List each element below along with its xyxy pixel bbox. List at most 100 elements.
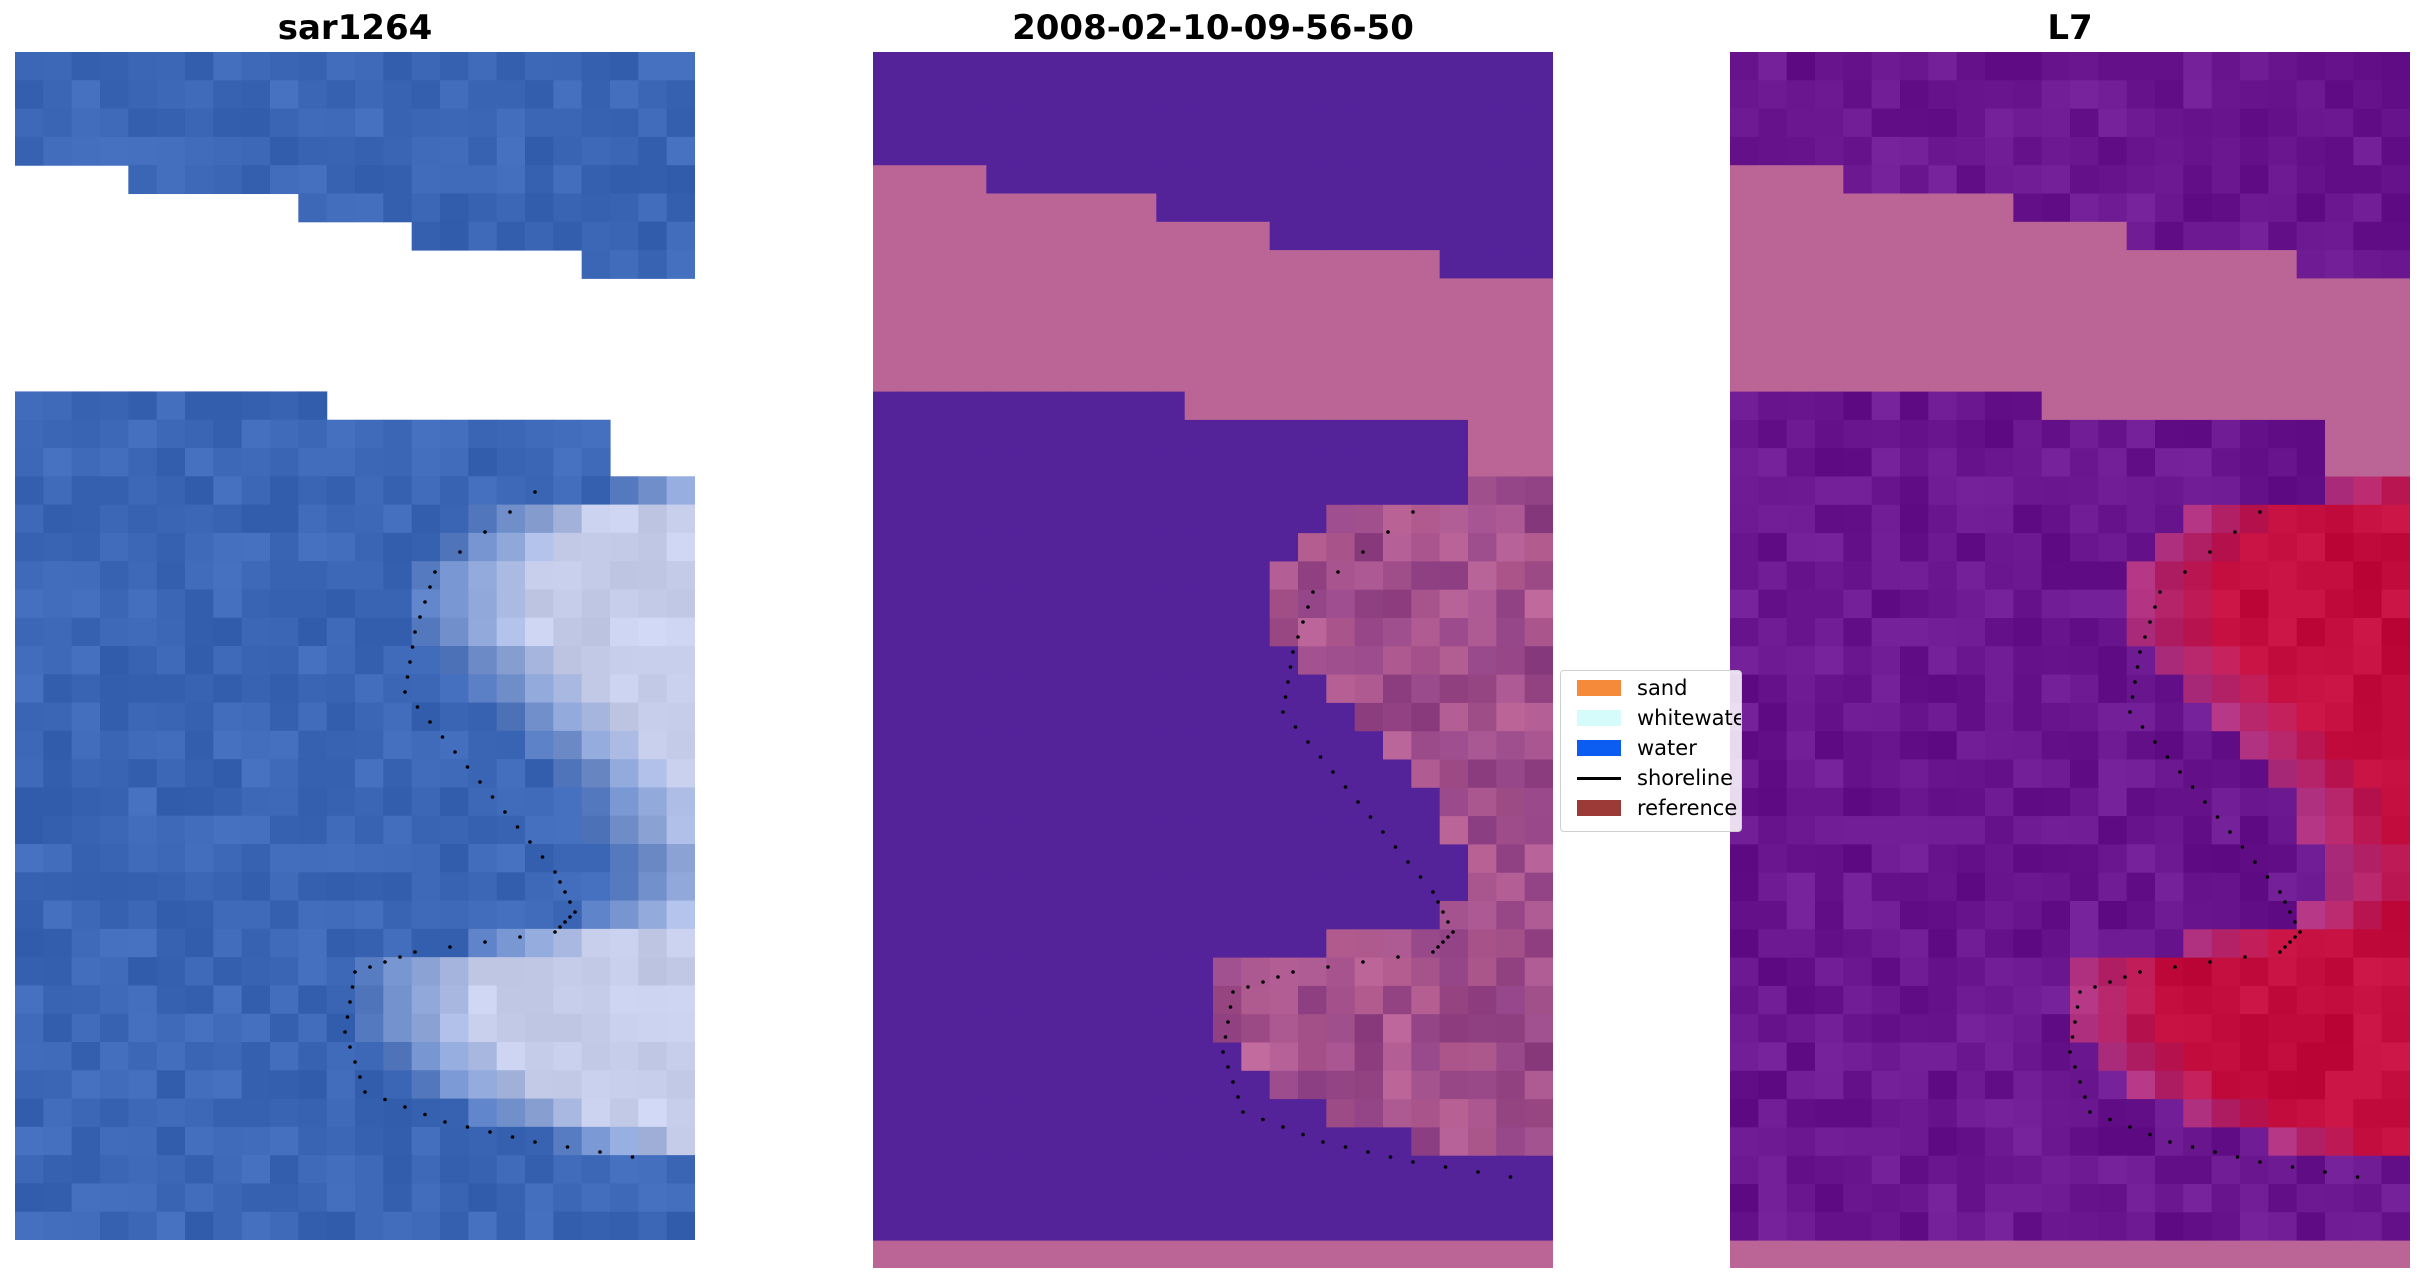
rgb-pixel (666, 1098, 695, 1128)
index-pixel (1758, 901, 1788, 930)
rgb-pixel (128, 730, 158, 760)
rgb-pixel (298, 702, 328, 732)
index-pixel (1985, 533, 2014, 562)
index-pixel (2013, 363, 2043, 393)
class-pixel (1298, 1240, 1327, 1268)
class-pixel (1468, 759, 1497, 789)
rgb-pixel (666, 787, 695, 817)
rgb-pixel (128, 1211, 158, 1240)
rgb-image-panel (15, 52, 695, 1240)
class-pixel (1524, 221, 1553, 251)
index-pixel (2126, 561, 2156, 591)
index-pixel (1871, 957, 1901, 987)
rgb-pixel (43, 1013, 73, 1043)
index-pixel (2013, 985, 2043, 1015)
rgb-pixel (326, 787, 356, 817)
index-pixel (1730, 1155, 1759, 1185)
class-pixel (929, 618, 959, 647)
index-pixel (2155, 335, 2184, 364)
shoreline-point (563, 920, 567, 924)
index-pixel (1843, 589, 1873, 619)
rgb-pixel (43, 1155, 73, 1185)
index-pixel (1928, 646, 1958, 676)
rgb-pixel (468, 589, 498, 619)
rgb-pixel (440, 80, 469, 110)
index-pixel (1900, 136, 1929, 166)
shoreline-point (358, 1075, 362, 1079)
class-pixel (1014, 872, 1044, 902)
class-pixel (1269, 589, 1299, 619)
class-pixel (1071, 1127, 1101, 1157)
class-pixel (986, 52, 1016, 81)
class-pixel (1439, 901, 1469, 930)
legend: sand whitewater water shoreline referenc… (1560, 670, 1742, 832)
class-pixel (1411, 165, 1441, 195)
index-pixel (1871, 52, 1901, 81)
rgb-pixel (71, 730, 101, 760)
shoreline-point (1223, 1035, 1228, 1039)
index-pixel (1786, 504, 1816, 534)
class-pixel (1071, 1099, 1101, 1128)
index-pixel (1900, 787, 1929, 817)
index-pixel (1871, 561, 1901, 591)
rgb-pixel (496, 419, 526, 449)
index-pixel (2183, 985, 2213, 1015)
class-pixel (1411, 589, 1441, 619)
class-pixel (1439, 448, 1469, 478)
index-pixel (2041, 52, 2071, 81)
rgb-pixel (270, 532, 299, 562)
rgb-pixel (241, 561, 271, 591)
index-pixel (1786, 1184, 1816, 1213)
index-pixel (1928, 52, 1958, 81)
rgb-pixel (185, 872, 214, 902)
index-pixel (2211, 391, 2241, 421)
rgb-pixel (128, 1098, 158, 1128)
rgb-pixel (440, 448, 469, 477)
index-pixel (1956, 646, 1986, 676)
index-pixel (2296, 985, 2326, 1015)
class-pixel (958, 872, 987, 902)
class-pixel (1128, 589, 1157, 619)
shoreline-point (2290, 1165, 2295, 1169)
index-pixel (1730, 872, 1759, 902)
index-pixel (1730, 136, 1759, 166)
rgb-pixel (270, 1183, 299, 1213)
class-pixel (1496, 618, 1526, 647)
class-pixel (1213, 674, 1242, 704)
class-pixel (1439, 1070, 1469, 1100)
rgb-pixel (15, 1042, 44, 1071)
rgb-pixel (100, 815, 129, 845)
rgb-pixel (270, 419, 299, 449)
rgb-pixel (440, 504, 469, 534)
index-pixel (1928, 80, 1958, 110)
class-pixel (1099, 787, 1129, 817)
index-pixel (2268, 165, 2298, 195)
index-pixel (2041, 448, 2071, 478)
index-pixel (1900, 335, 1929, 364)
rgb-pixel (440, 646, 469, 675)
rgb-pixel (43, 646, 73, 675)
class-pixel (1524, 391, 1553, 421)
index-pixel (2183, 1014, 2213, 1044)
class-pixel (929, 985, 959, 1015)
index-pixel (2268, 759, 2298, 789)
class-pixel (1524, 250, 1553, 279)
class-pixel (958, 1014, 987, 1044)
index-pixel (2041, 1240, 2071, 1268)
rgb-pixel (326, 730, 356, 760)
rgb-pixel (43, 448, 73, 477)
index-pixel (2325, 702, 2354, 732)
index-pixel (1758, 193, 1788, 223)
index-pixel (2098, 787, 2128, 817)
class-pixel (1496, 731, 1526, 761)
index-pixel (1956, 80, 1986, 110)
index-pixel (1786, 363, 1816, 393)
class-pixel (1099, 618, 1129, 647)
index-pixel (2240, 929, 2269, 959)
class-pixel (986, 278, 1016, 308)
class-pixel (873, 80, 902, 110)
index-pixel (2183, 504, 2213, 534)
class-pixel (1439, 1014, 1469, 1044)
class-pixel (901, 759, 931, 789)
class-pixel (1213, 985, 1242, 1015)
